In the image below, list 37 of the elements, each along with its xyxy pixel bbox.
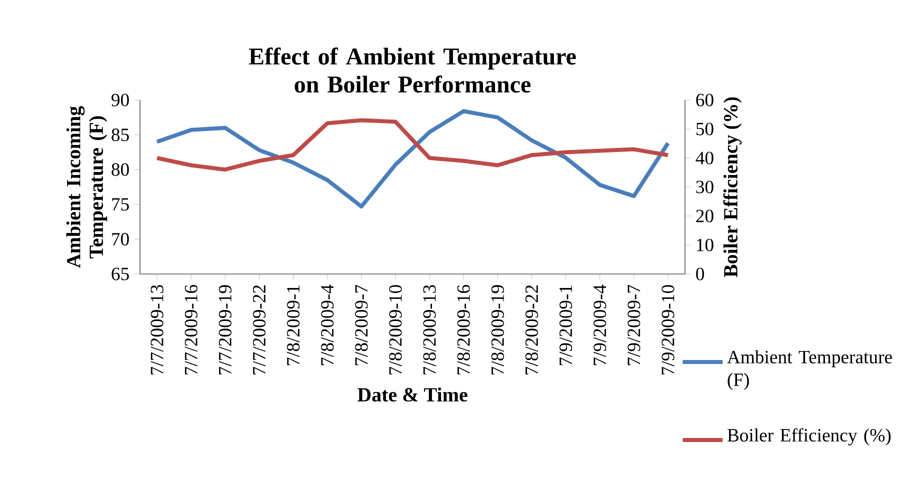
y-tick-label: 70 — [112, 232, 129, 246]
y2-tick-label: 30 — [696, 180, 714, 194]
x-tick-label: 7/8/2009-1 — [286, 286, 300, 366]
x-tick-label: 7/8/2009-7 — [355, 284, 368, 366]
y2-tick-label: 50 — [696, 122, 714, 136]
y2-tick-label: 60 — [696, 94, 714, 106]
x-tick-label: 7/8/2009-13 — [423, 285, 436, 374]
x-tick-label: 7/9/2009-1 — [559, 286, 572, 366]
x-tick-label: 7/7/2009-19 — [218, 285, 232, 374]
chart-title: Effect of Ambient Temperature on Boiler Performance — [248, 48, 576, 93]
x-tick-label: 7/8/2009-16 — [457, 284, 470, 374]
x-axis-title: Date & Time — [358, 387, 468, 402]
x-tick-label: 7/8/2009-4 — [321, 284, 334, 366]
y2-tick-label: 20 — [696, 210, 714, 222]
x-tick-label: 7/7/2009-16 — [184, 284, 198, 374]
legend-label: Ambient Temperature (F) — [727, 350, 892, 390]
y-tick-label: 65 — [112, 268, 129, 280]
x-tick-label: 7/9/2009-4 — [594, 284, 606, 366]
line-series — [155, 109, 670, 208]
y2-tick-label: 0 — [696, 268, 704, 280]
x-tick-label: 7/8/2009-10 — [389, 285, 402, 374]
x-tick-label: 7/8/2009-22 — [525, 285, 538, 374]
y2-tick-label: 10 — [697, 238, 714, 252]
y-tick-label: 80 — [112, 163, 129, 176]
legend-label: Boiler Efficiency (%) — [727, 428, 891, 446]
x-tick-label: 7/9/2009-10 — [662, 285, 674, 374]
y2-tick-label: 40 — [696, 152, 714, 164]
x-tick-label: 7/7/2009-13 — [150, 285, 164, 374]
y2-axis-title: Boiler Efficiency (%) — [723, 97, 742, 278]
x-tick-label: 7/8/2009-19 — [491, 285, 504, 374]
x-tick-label: 7/7/2009-22 — [252, 285, 266, 374]
y-tick-label: 75 — [112, 198, 129, 211]
y-tick-label: 85 — [112, 128, 129, 142]
line-series — [155, 118, 670, 172]
y-tick-label: 90 — [112, 94, 129, 106]
y-axis-title: Ambient Incoming Temperature (F) — [66, 106, 108, 268]
x-tick-label: 7/9/2009-7 — [628, 284, 640, 366]
